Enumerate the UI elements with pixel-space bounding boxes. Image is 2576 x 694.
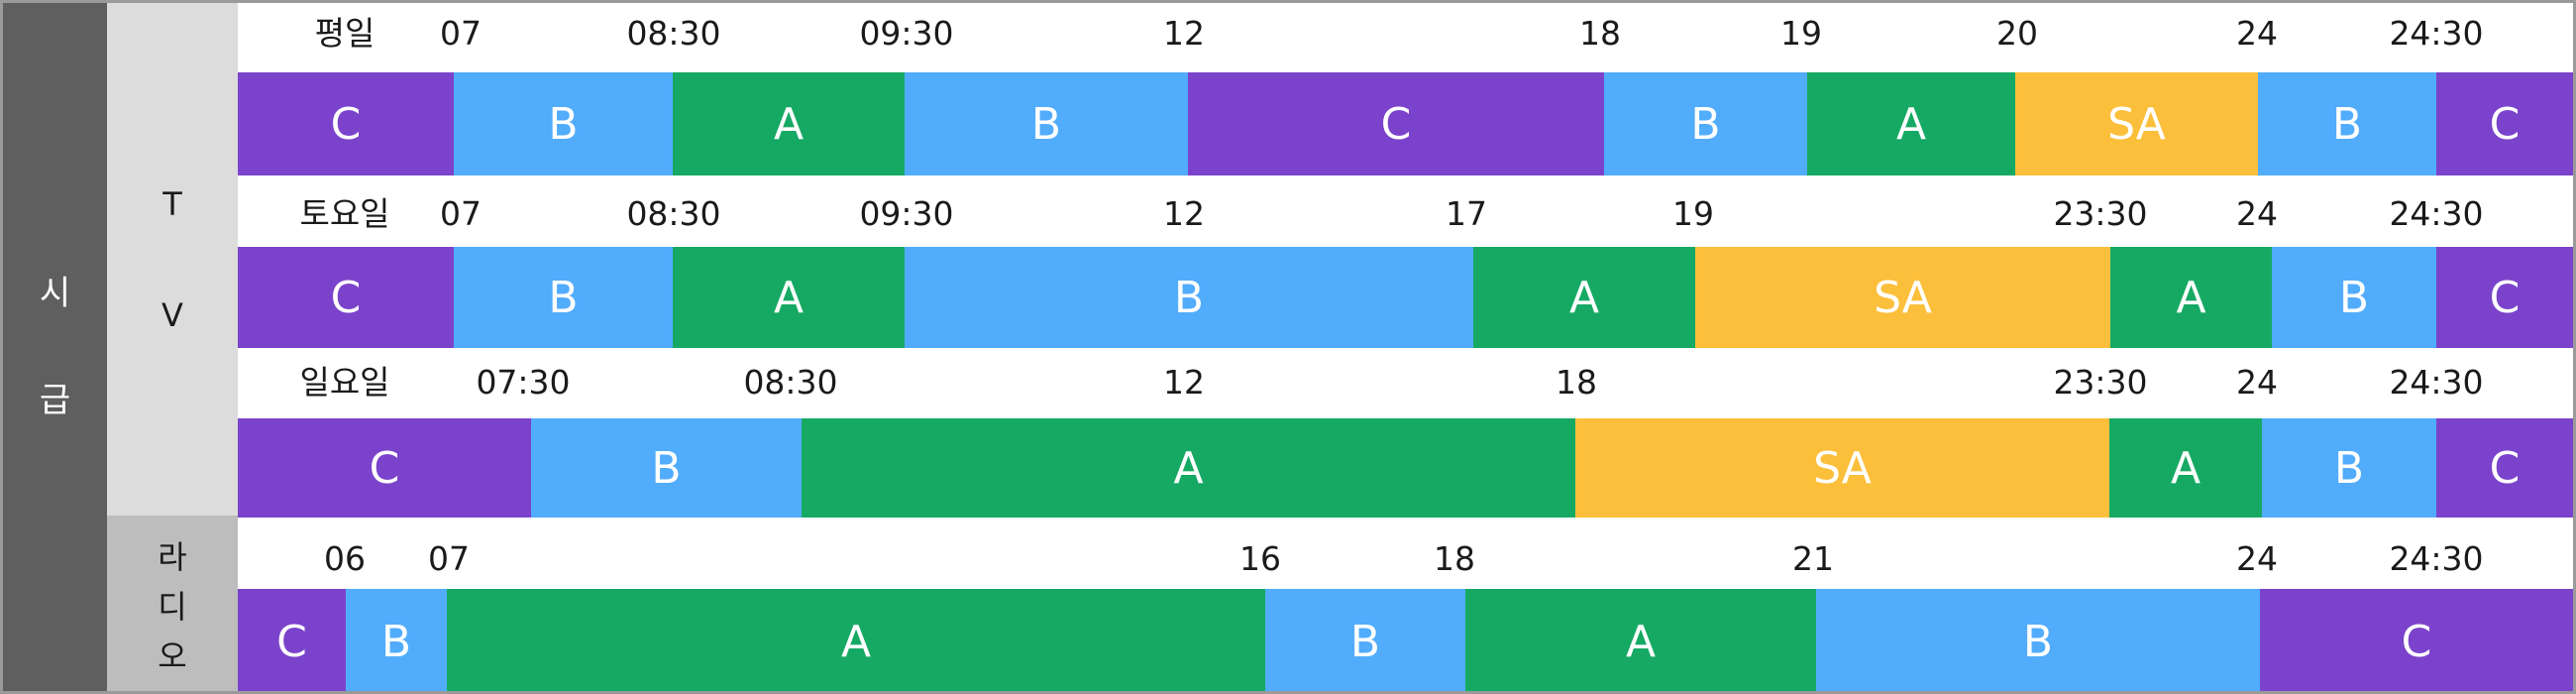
time-tick-label: 18 xyxy=(1579,14,1621,53)
time-tick-label: 12 xyxy=(1163,14,1205,53)
day-label: 평일 xyxy=(314,14,376,53)
rate-segment-c: C xyxy=(2260,589,2573,691)
time-tick-label: 16 xyxy=(1239,539,1281,578)
day-label: 토요일 xyxy=(299,194,390,233)
side-title-char: 급 xyxy=(39,381,71,420)
rate-segment-sa: SA xyxy=(1575,418,2109,518)
group-label-char: V xyxy=(161,295,183,334)
rate-segment-a: A xyxy=(447,589,1265,691)
rate-segment-b: B xyxy=(531,418,802,518)
time-tick-label: 24:30 xyxy=(2389,14,2484,53)
time-tick-label: 07 xyxy=(428,539,470,578)
rate-segment-b: B xyxy=(1265,589,1465,691)
rate-segment-b: B xyxy=(1604,72,1807,175)
time-tick-label: 24 xyxy=(2236,194,2278,233)
rate-segment-a: A xyxy=(673,72,905,175)
rate-segment-sa: SA xyxy=(2015,72,2258,175)
rate-segment-c: C xyxy=(1188,72,1604,175)
time-tick-label: 07 xyxy=(440,194,482,233)
time-tick-label: 21 xyxy=(1792,539,1834,578)
time-tick-label: 24 xyxy=(2236,539,2278,578)
time-tick-label: 07:30 xyxy=(476,363,571,402)
rate-segment-sa: SA xyxy=(1695,247,2110,348)
rate-segment-a: A xyxy=(802,418,1575,518)
rate-segment-a: A xyxy=(673,247,905,348)
time-tick-label: 12 xyxy=(1163,363,1205,402)
rate-segment-b: B xyxy=(454,247,673,348)
rate-segment-c: C xyxy=(2436,247,2573,348)
time-tick-label: 09:30 xyxy=(859,14,954,53)
rate-segment-c: C xyxy=(238,247,454,348)
day-label: 일요일 xyxy=(299,363,390,402)
rate-segment-b: B xyxy=(2272,247,2436,348)
group-label-char: T xyxy=(162,184,182,223)
group-label-radio: 라 디 오 xyxy=(107,516,238,691)
rate-segment-c: C xyxy=(2436,72,2573,175)
rate-segment-b: B xyxy=(905,247,1473,348)
rate-segment-b: B xyxy=(2258,72,2436,175)
rate-segment-a: A xyxy=(2110,247,2272,348)
time-tick-label: 07 xyxy=(440,14,482,53)
rate-segment-b: B xyxy=(2262,418,2436,518)
time-tick-label: 24:30 xyxy=(2389,539,2484,578)
rate-segment-a: A xyxy=(1473,247,1695,348)
rate-segment-a: A xyxy=(2109,418,2262,518)
time-tick-label: 23:30 xyxy=(2053,194,2148,233)
group-label-char: 라 xyxy=(158,537,187,576)
side-title-char: 시 xyxy=(39,274,71,313)
time-tick-label: 24 xyxy=(2236,363,2278,402)
group-label-char: 디 xyxy=(158,587,187,626)
rate-segment-b: B xyxy=(454,72,673,175)
rate-segment-b: B xyxy=(905,72,1188,175)
rate-segment-a: A xyxy=(1465,589,1816,691)
rate-segment-c: C xyxy=(238,72,454,175)
rate-segment-c: C xyxy=(2436,418,2573,518)
time-tick-label: 08:30 xyxy=(743,363,838,402)
rate-segment-b: B xyxy=(1816,589,2260,691)
time-tick-label: 08:30 xyxy=(626,14,721,53)
time-tick-label: 20 xyxy=(1996,14,2038,53)
time-tick-label: 24:30 xyxy=(2389,363,2484,402)
time-tick-label: 23:30 xyxy=(2053,363,2148,402)
time-tick-label: 06 xyxy=(324,539,366,578)
side-title: 시 급 xyxy=(3,3,107,691)
rate-segment-a: A xyxy=(1807,72,2015,175)
time-tick-label: 18 xyxy=(1434,539,1475,578)
time-tick-label: 19 xyxy=(1672,194,1714,233)
time-tick-label: 19 xyxy=(1780,14,1822,53)
time-tick-label: 24 xyxy=(2236,14,2278,53)
rate-segment-c: C xyxy=(238,589,346,691)
time-tick-label: 24:30 xyxy=(2389,194,2484,233)
rate-segment-c: C xyxy=(238,418,531,518)
time-tick-label: 08:30 xyxy=(626,194,721,233)
time-tick-label: 09:30 xyxy=(859,194,954,233)
time-tick-label: 17 xyxy=(1446,194,1487,233)
group-label-tv: T V xyxy=(107,3,238,516)
time-tick-label: 12 xyxy=(1163,194,1205,233)
time-tick-label: 18 xyxy=(1556,363,1597,402)
rate-segment-b: B xyxy=(346,589,447,691)
group-label-char: 오 xyxy=(158,636,187,675)
